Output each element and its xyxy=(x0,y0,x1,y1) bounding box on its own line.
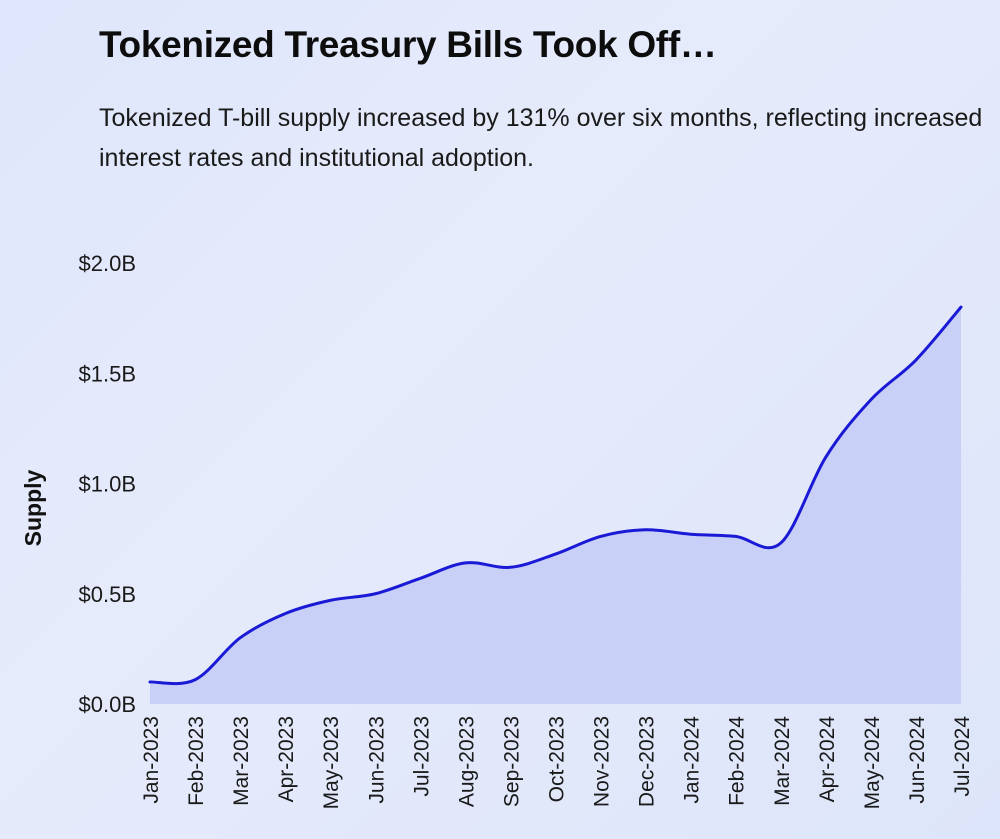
x-tick-label: Feb-2024 xyxy=(726,716,749,806)
data-point-jul-2024 xyxy=(958,304,964,310)
x-tick-label: Jan-2023 xyxy=(140,716,163,804)
y-tick-label: $1.5B xyxy=(79,361,137,386)
data-point-jan-2023 xyxy=(147,679,153,685)
y-tick-label: $0.5B xyxy=(79,582,137,607)
data-point-jan-2024 xyxy=(688,531,694,537)
data-point-mar-2023 xyxy=(237,635,243,641)
x-tick-label: Mar-2023 xyxy=(230,716,253,806)
x-tick-label: Feb-2023 xyxy=(185,716,208,806)
y-axis-ticks: $0.0B $0.5B $1.0B $1.5B $2.0B xyxy=(79,251,137,717)
y-tick-label: $2.0B xyxy=(79,251,137,276)
x-tick-label: Jun-2023 xyxy=(365,716,388,804)
supply-area-fill xyxy=(150,307,961,704)
x-axis-ticks: Jan-2023 Feb-2023 Mar-2023 Apr-2023 May-2023… xyxy=(140,716,974,810)
data-point-sep-2023 xyxy=(507,564,513,570)
chart-title: Tokenized Treasury Bills Took Off… xyxy=(99,24,717,65)
x-tick-label: Oct-2023 xyxy=(546,716,569,802)
x-tick-label: Dec-2023 xyxy=(636,716,659,807)
x-tick-label: Jul-2023 xyxy=(410,716,433,797)
data-point-mar-2024 xyxy=(778,540,784,546)
data-point-apr-2024 xyxy=(823,454,829,460)
x-tick-label: Mar-2024 xyxy=(771,716,794,806)
data-point-aug-2023 xyxy=(462,560,468,566)
data-point-jun-2024 xyxy=(913,357,919,363)
data-point-apr-2023 xyxy=(282,611,288,617)
x-tick-label: Jun-2024 xyxy=(906,716,929,804)
x-tick-label: Apr-2024 xyxy=(816,716,839,803)
data-point-feb-2024 xyxy=(733,533,739,539)
x-tick-label: Jan-2024 xyxy=(681,716,704,804)
supply-line xyxy=(148,305,963,686)
data-point-feb-2023 xyxy=(192,677,198,683)
x-tick-label: Sep-2023 xyxy=(500,716,523,807)
x-tick-label: May-2024 xyxy=(861,716,884,810)
x-tick-label: Jul-2024 xyxy=(951,716,974,797)
y-tick-label: $0.0B xyxy=(79,692,137,717)
area-layer xyxy=(150,307,961,704)
data-point-oct-2023 xyxy=(553,551,559,557)
data-point-may-2024 xyxy=(868,397,874,403)
line-layer xyxy=(147,304,964,686)
data-point-jun-2023 xyxy=(372,591,378,597)
data-point-jul-2023 xyxy=(417,575,423,581)
x-tick-label: Aug-2023 xyxy=(455,716,478,807)
y-tick-label: $1.0B xyxy=(79,472,137,497)
y-axis-label: Supply xyxy=(20,469,46,546)
x-tick-label: Nov-2023 xyxy=(591,716,614,807)
data-point-may-2023 xyxy=(327,597,333,603)
data-point-nov-2023 xyxy=(598,533,604,539)
x-tick-label: Apr-2023 xyxy=(275,716,298,802)
data-point-dec-2023 xyxy=(643,527,649,533)
x-tick-label: May-2023 xyxy=(320,716,343,809)
chart-subtitle: Tokenized T-bill supply increased by 131… xyxy=(99,104,983,172)
